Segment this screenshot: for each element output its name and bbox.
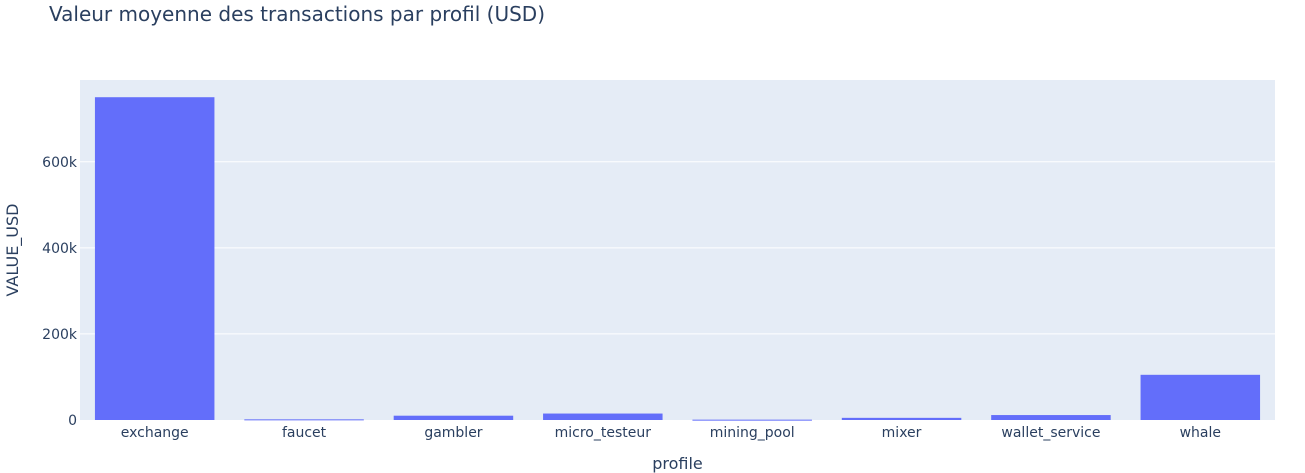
bar-faucet[interactable]	[244, 419, 364, 421]
bar-micro_testeur[interactable]	[543, 413, 663, 420]
x-tick-label: exchange	[121, 425, 189, 441]
x-axis-title: profile	[652, 454, 703, 473]
bar-wallet_service[interactable]	[991, 415, 1111, 420]
x-tick-labels: exchange faucet gambler micro_testeur mining…	[121, 425, 1221, 441]
x-tick-label: micro_testeur	[555, 425, 652, 441]
x-tick-label: wallet_service	[1001, 425, 1100, 441]
x-tick-label: gambler	[424, 425, 482, 441]
bar-mining_pool[interactable]	[692, 419, 812, 421]
bar-whale[interactable]	[1140, 374, 1261, 420]
bar-gambler[interactable]	[393, 415, 514, 420]
x-tick-label: faucet	[282, 425, 327, 441]
y-axis-title: VALUE_USD	[3, 204, 23, 297]
y-tick-label: 400k	[42, 241, 78, 257]
bar-mixer[interactable]	[841, 417, 962, 420]
bars	[94, 97, 1261, 421]
chart-title: Valeur moyenne des transactions par prof…	[49, 2, 546, 26]
x-tick-label: whale	[1180, 425, 1221, 441]
y-tick-labels: 0 200k 400k 600k	[42, 155, 78, 429]
y-tick-label: 600k	[42, 155, 78, 171]
x-tick-label: mining_pool	[710, 425, 795, 441]
y-tick-label: 200k	[42, 327, 78, 343]
bar-exchange[interactable]	[94, 97, 215, 421]
y-tick-label: 0	[68, 413, 77, 429]
gridlines	[80, 161, 1275, 335]
plot-area	[80, 80, 1275, 420]
x-tick-label: mixer	[882, 425, 922, 441]
